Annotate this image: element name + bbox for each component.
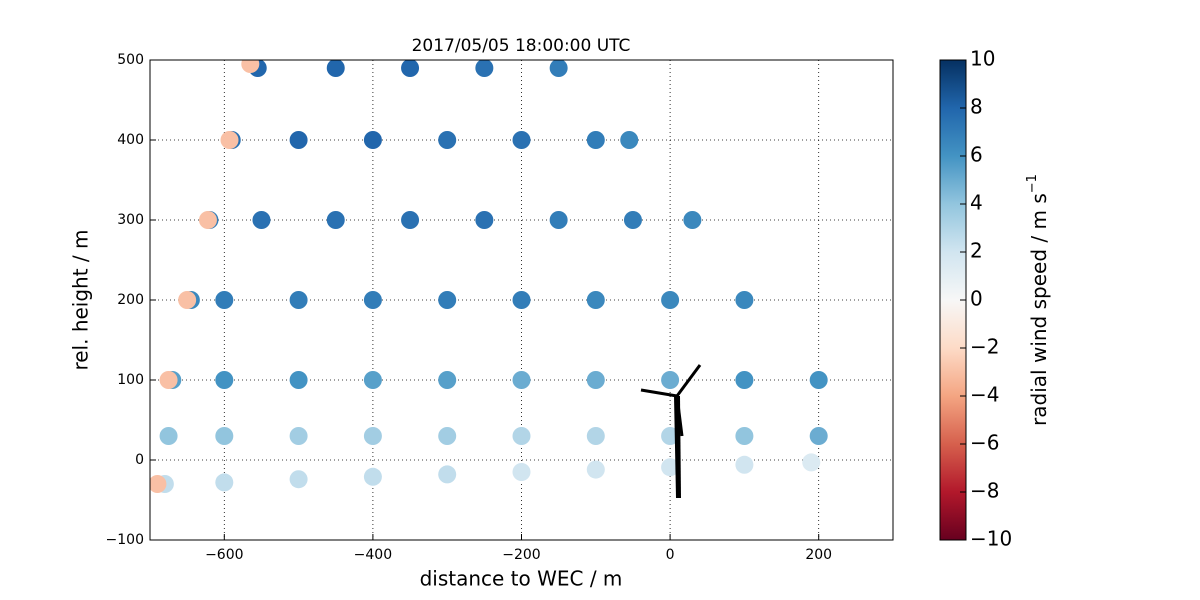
data-point: [512, 427, 531, 445]
data-point: [363, 291, 382, 309]
data-point: [549, 211, 568, 229]
data-point: [438, 291, 457, 309]
colorbar-tick-label: −4: [970, 383, 999, 407]
colorbar-tick-label: −2: [970, 335, 999, 359]
data-point: [661, 427, 680, 445]
data-point: [661, 291, 680, 309]
data-point: [735, 427, 754, 445]
data-point: [586, 131, 605, 149]
points: [150, 60, 828, 493]
data-point: [220, 131, 239, 149]
colorbar-label-text: radial wind speed / m s: [1027, 193, 1051, 426]
data-point: [159, 427, 178, 445]
data-point: [683, 211, 702, 229]
data-point: [438, 371, 457, 389]
data-point: [241, 60, 260, 73]
turbine: [640, 364, 702, 498]
colorbar-tick-label: 2: [970, 239, 983, 263]
y-tick-label: −100: [106, 532, 144, 548]
data-point: [215, 473, 234, 492]
colorbar-tick-label: 0: [970, 287, 983, 311]
y-tick-label: 200: [117, 292, 144, 308]
y-tick-label: 100: [117, 372, 144, 388]
data-point: [512, 463, 531, 481]
x-axis-label: distance to WEC / m: [420, 567, 623, 591]
data-point: [438, 427, 457, 445]
data-point: [802, 453, 821, 472]
data-point: [363, 131, 382, 149]
data-point: [512, 371, 531, 389]
data-point: [438, 465, 457, 484]
colorbar-tick-label: 4: [970, 191, 983, 215]
data-point: [809, 427, 828, 445]
data-point: [289, 371, 308, 389]
data-point: [326, 60, 345, 77]
data-point: [289, 131, 308, 149]
data-point: [586, 291, 605, 309]
data-point: [401, 211, 420, 229]
x-tick-label: −200: [502, 547, 540, 563]
data-point: [289, 470, 308, 489]
data-point: [401, 60, 420, 77]
y-tick-label: 400: [117, 132, 144, 148]
data-point: [475, 60, 494, 77]
data-point: [215, 291, 234, 309]
data-point: [586, 427, 605, 445]
x-tick-label: −400: [354, 547, 392, 563]
data-point: [326, 211, 345, 229]
data-point: [252, 211, 271, 229]
x-tick-label: 200: [805, 547, 832, 563]
data-point: [215, 371, 234, 389]
data-point: [363, 371, 382, 389]
y-tick-label: 0: [135, 452, 144, 468]
data-point: [159, 371, 178, 389]
y-tick-label: 500: [117, 52, 144, 68]
data-point: [150, 475, 167, 493]
data-point: [620, 131, 639, 149]
data-point: [623, 211, 642, 229]
data-point: [198, 211, 217, 229]
data-point: [178, 291, 197, 309]
colorbar-tick-label: −8: [970, 479, 999, 503]
data-point: [735, 371, 754, 389]
colorbar-label: radial wind speed / m s−1: [1025, 174, 1051, 426]
data-point: [215, 427, 234, 445]
y-tick-label: 300: [117, 212, 144, 228]
colorbar-label-exponent: −1: [1025, 174, 1040, 193]
colorbar-tick-label: −6: [970, 431, 999, 455]
data-point: [735, 455, 754, 474]
data-point: [809, 371, 828, 389]
colorbar-tick-label: 8: [970, 95, 983, 119]
data-point: [735, 291, 754, 309]
data-point: [363, 467, 382, 486]
x-tick-label: −600: [205, 547, 243, 563]
data-point: [661, 458, 680, 477]
data-point: [512, 291, 531, 309]
data-point: [512, 131, 531, 149]
colorbar-tick-label: 6: [970, 143, 983, 167]
colorbar-tick-label: −10: [970, 527, 1012, 551]
x-tick-label: 0: [666, 547, 675, 563]
data-point: [549, 60, 568, 77]
chart-title: 2017/05/05 18:00:00 UTC: [412, 36, 631, 56]
data-point: [586, 371, 605, 389]
data-point: [661, 371, 680, 389]
data-point: [289, 427, 308, 445]
data-point: [475, 211, 494, 229]
colorbar-tick-label: 10: [970, 47, 995, 71]
data-point: [363, 427, 382, 445]
data-point: [289, 291, 308, 309]
data-point: [438, 131, 457, 149]
y-axis-label: rel. height / m: [69, 229, 93, 370]
data-point: [586, 460, 605, 479]
